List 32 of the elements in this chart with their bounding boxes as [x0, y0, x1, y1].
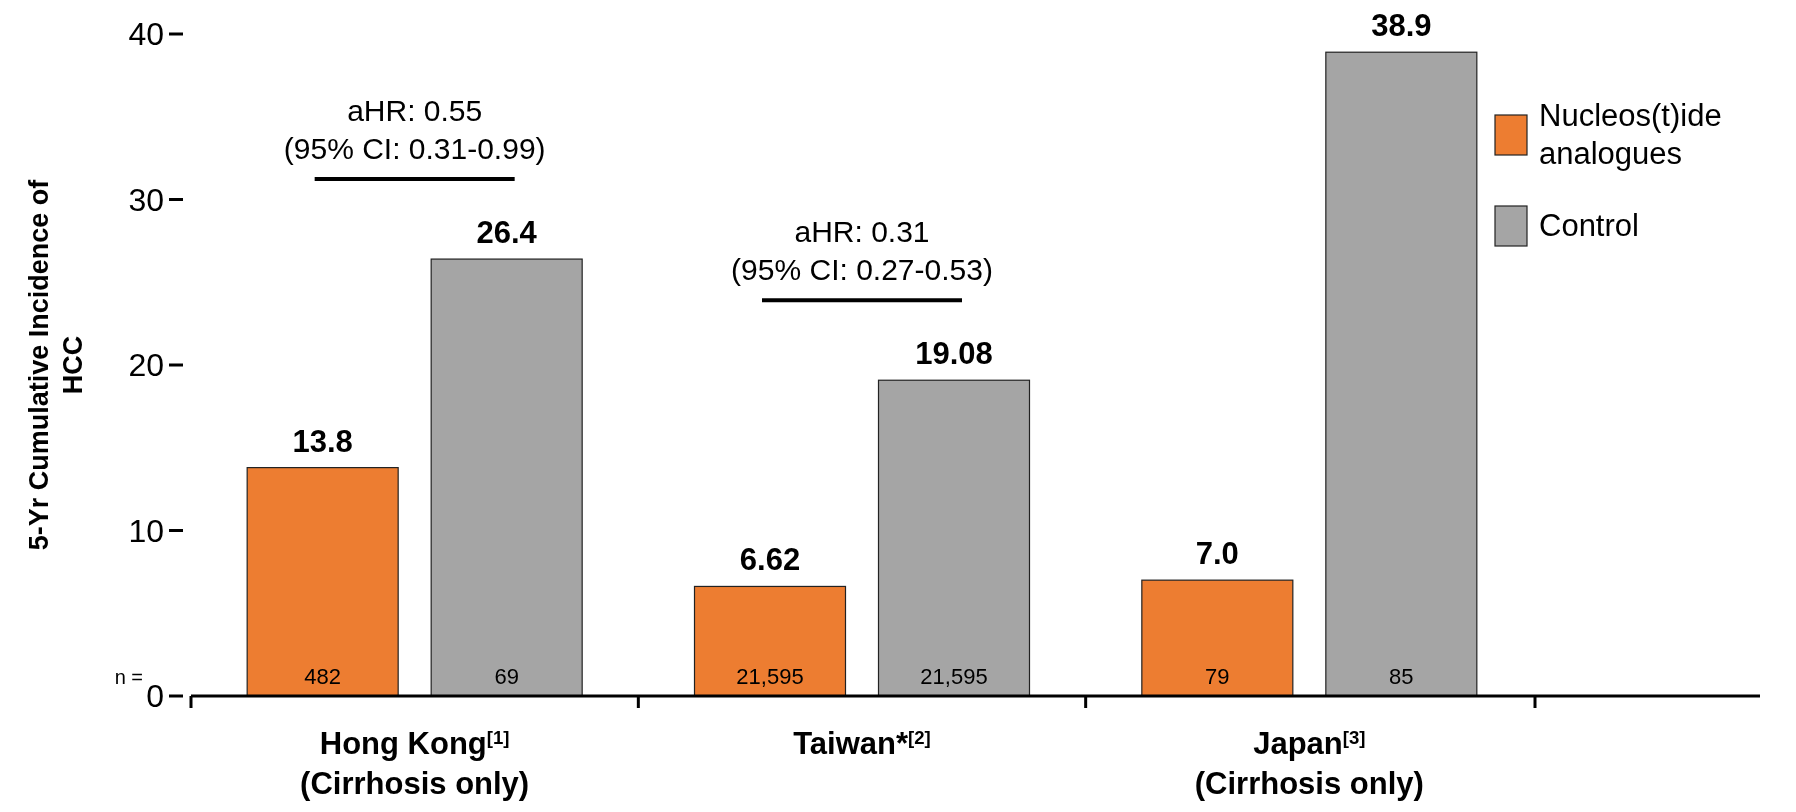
bar — [693, 585, 847, 697]
y-tick-label: 20 — [128, 347, 164, 384]
x-tick-label: Taiwan*$^{[2]}$ — [793, 726, 931, 761]
text: n = — [114, 666, 143, 688]
annotation: 79 — [1205, 664, 1230, 689]
y-axis-title: 5-Yr Cumulative Incidence of HCC — [24, 178, 88, 551]
data-label: 6.62 — [739, 542, 801, 578]
x-tick-label: Hong Kong$^{[1]}$ (Cirrhosis only) — [300, 726, 530, 801]
annotation: 482 — [304, 664, 342, 689]
data-label: 13.8 — [292, 423, 353, 459]
annotation: 85 — [1389, 664, 1414, 689]
bar — [246, 467, 399, 697]
annotation: 21,595 — [920, 664, 988, 689]
annotation: aHR: 0.31 (95% CI: 0.27-0.53) — [731, 215, 993, 287]
data-label: 26.4 — [476, 215, 538, 251]
annotation: 69 — [494, 664, 519, 689]
y-tick-label: 40 — [128, 16, 164, 53]
legend-label: Nucleos(t)ide analogues — [1539, 98, 1722, 171]
bar — [1325, 51, 1478, 697]
y-tick-label: 10 — [128, 512, 164, 549]
data-label: 19.08 — [915, 336, 993, 372]
annotation: 21,595 — [736, 664, 804, 689]
y-tick-label: 0 — [146, 678, 164, 715]
y-tick-label: 30 — [128, 181, 164, 218]
legend-label: Control — [1539, 208, 1639, 243]
data-label: 7.0 — [1195, 536, 1239, 572]
bar — [877, 379, 1031, 697]
bar — [430, 258, 583, 697]
annotation: aHR: 0.55 (95% CI: 0.31-0.99) — [283, 94, 546, 166]
x-tick-label: Japan$^{[3]}$ (Cirrhosis only) — [1194, 726, 1424, 801]
bar — [1141, 579, 1294, 697]
data-label: 38.9 — [1371, 8, 1432, 44]
